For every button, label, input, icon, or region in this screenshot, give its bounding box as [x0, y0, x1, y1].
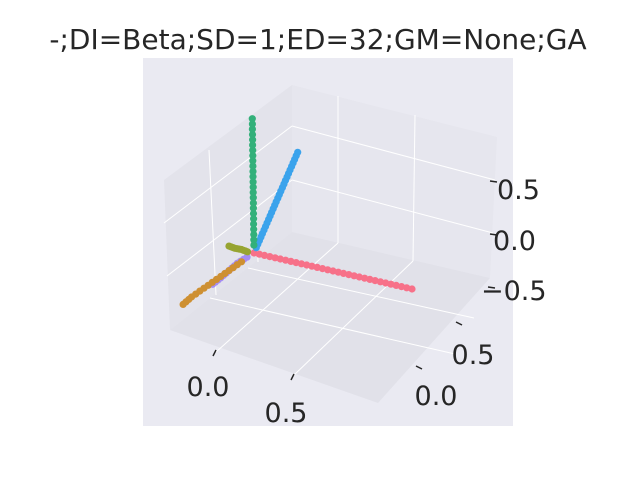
y-tick-label: 0.0: [415, 381, 458, 412]
grid-line: [166, 179, 293, 277]
tick-mark: [455, 321, 463, 326]
tick-mark: [415, 365, 423, 370]
chart-title: -;DI=Beta;SD=1;ED=32;GM=None;GA: [49, 23, 586, 56]
data-point-series-0: [408, 285, 416, 293]
z-tick-label: 0.0: [493, 226, 536, 257]
data-point-series-2: [249, 209, 258, 218]
data-point-series-2: [249, 194, 257, 202]
data-points: [179, 115, 416, 308]
grid-lines: [163, 96, 496, 377]
grid-line: [247, 267, 475, 319]
tick-mark: [212, 349, 217, 357]
data-point-series-2: [250, 231, 258, 239]
data-point-series-2: [249, 152, 257, 160]
data-point-series-2: [248, 120, 256, 128]
data-point-series-2: [248, 130, 257, 139]
data-point-series-2: [250, 225, 258, 233]
data-point-series-1: [294, 148, 302, 156]
x-tick-label: 0.0: [187, 372, 230, 403]
data-point-series-2: [249, 136, 257, 144]
tick-mark: [487, 286, 496, 289]
y-tick-label: 0.5: [452, 340, 495, 371]
grid-line: [291, 179, 494, 234]
data-point-series-2: [250, 215, 258, 223]
grid-line: [209, 297, 456, 355]
floor-pane: [170, 232, 490, 403]
grid-line: [291, 125, 496, 181]
data-point-series-2: [250, 220, 258, 228]
grid-line: [292, 260, 414, 377]
data-point-series-2: [249, 183, 257, 191]
z-tick-label: 0.5: [497, 175, 540, 206]
data-point-series-2: [249, 204, 257, 212]
z-tick-label: −0.5: [481, 276, 547, 307]
tick-mark: [489, 180, 498, 183]
back-pane: [292, 85, 497, 278]
data-point-series-2: [249, 199, 257, 207]
data-point-series-2: [249, 157, 257, 165]
x-tick-label: 0.5: [265, 398, 308, 429]
data-point-series-2: [249, 178, 257, 186]
data-point-series-5: [225, 242, 233, 250]
data-point-series-2: [249, 188, 257, 196]
grid-line: [412, 114, 416, 262]
data-point-series-2: [249, 173, 257, 181]
tick-mark: [489, 233, 498, 236]
left-pane: [164, 85, 292, 330]
data-point-series-2: [250, 236, 258, 244]
data-point-series-2: [249, 141, 257, 149]
data-point-series-2: [249, 146, 257, 154]
grid-line: [215, 242, 339, 353]
data-point-series-4: [179, 300, 187, 308]
grid-line: [163, 125, 293, 224]
tick-mark: [290, 373, 295, 381]
grid-line: [208, 149, 217, 296]
data-point-series-2: [249, 167, 257, 175]
data-point-series-2: [249, 162, 257, 170]
data-point-series-2: [248, 115, 256, 123]
data-point-series-2: [248, 125, 256, 133]
data-point-series-2: [250, 241, 258, 249]
tick-marks: [212, 180, 498, 381]
